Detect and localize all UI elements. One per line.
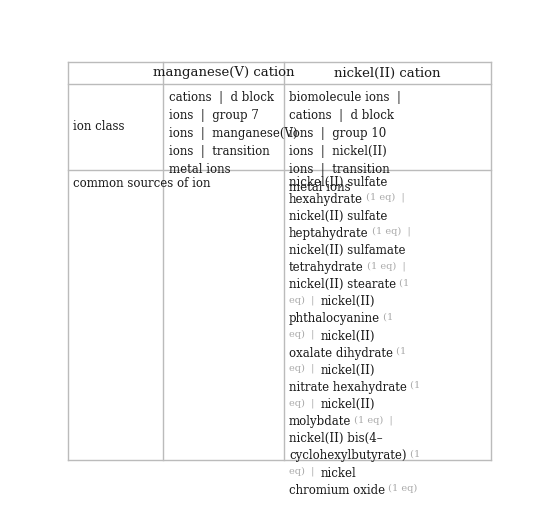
Text: tetrahydrate: tetrahydrate — [289, 261, 364, 274]
Text: hexahydrate: hexahydrate — [289, 193, 363, 206]
Text: (1: (1 — [380, 312, 393, 322]
Text: nickel(II) bis(4–: nickel(II) bis(4– — [289, 432, 383, 445]
Text: common sources of ion: common sources of ion — [73, 177, 211, 190]
Text: (1 eq)  |: (1 eq) | — [363, 193, 405, 202]
Text: eq)  |: eq) | — [289, 466, 320, 476]
Text: molybdate: molybdate — [289, 415, 352, 428]
Text: nickel(II) stearate: nickel(II) stearate — [289, 278, 396, 291]
Text: nickel(II) sulfamate: nickel(II) sulfamate — [289, 244, 405, 257]
Text: (1: (1 — [407, 381, 420, 390]
Text: (1: (1 — [407, 449, 420, 459]
Text: cyclohexylbutyrate): cyclohexylbutyrate) — [289, 449, 407, 462]
Text: heptahydrate: heptahydrate — [289, 227, 368, 240]
Text: eq)  |: eq) | — [289, 398, 320, 408]
Text: manganese(V) cation: manganese(V) cation — [153, 67, 294, 80]
Text: nickel(II): nickel(II) — [320, 364, 375, 377]
Text: ion class: ion class — [73, 120, 125, 133]
Text: (1: (1 — [396, 278, 409, 287]
Text: nickel(II) sulfate: nickel(II) sulfate — [289, 210, 387, 223]
Text: (1 eq): (1 eq) — [385, 483, 417, 493]
Text: eq)  |: eq) | — [289, 295, 320, 305]
Text: chromium oxide: chromium oxide — [289, 483, 385, 497]
Text: nickel(II): nickel(II) — [320, 295, 375, 308]
Text: nickel(II): nickel(II) — [320, 398, 375, 411]
Text: (1 eq)  |: (1 eq) | — [368, 227, 410, 236]
Text: nickel(II): nickel(II) — [320, 329, 375, 343]
Text: (1 eq)  |: (1 eq) | — [352, 415, 393, 425]
Text: nickel(II) cation: nickel(II) cation — [334, 67, 440, 80]
Text: cations  |  d block
ions  |  group 7
ions  |  manganese(V)
ions  |  transition
m: cations | d block ions | group 7 ions | … — [169, 91, 298, 176]
Text: phthalocyanine: phthalocyanine — [289, 312, 380, 325]
Text: (1: (1 — [393, 347, 406, 356]
Text: nitrate hexahydrate: nitrate hexahydrate — [289, 381, 407, 394]
Text: eq)  |: eq) | — [289, 364, 320, 373]
Text: oxalate dihydrate: oxalate dihydrate — [289, 347, 393, 360]
Text: (1 eq)  |: (1 eq) | — [364, 261, 405, 271]
Text: nickel(II) sulfate: nickel(II) sulfate — [289, 175, 387, 189]
Text: nickel: nickel — [320, 466, 356, 479]
Text: eq)  |: eq) | — [289, 329, 320, 339]
Text: biomolecule ions  |
cations  |  d block
ions  |  group 10
ions  |  nickel(II)
io: biomolecule ions | cations | d block ion… — [289, 91, 401, 194]
